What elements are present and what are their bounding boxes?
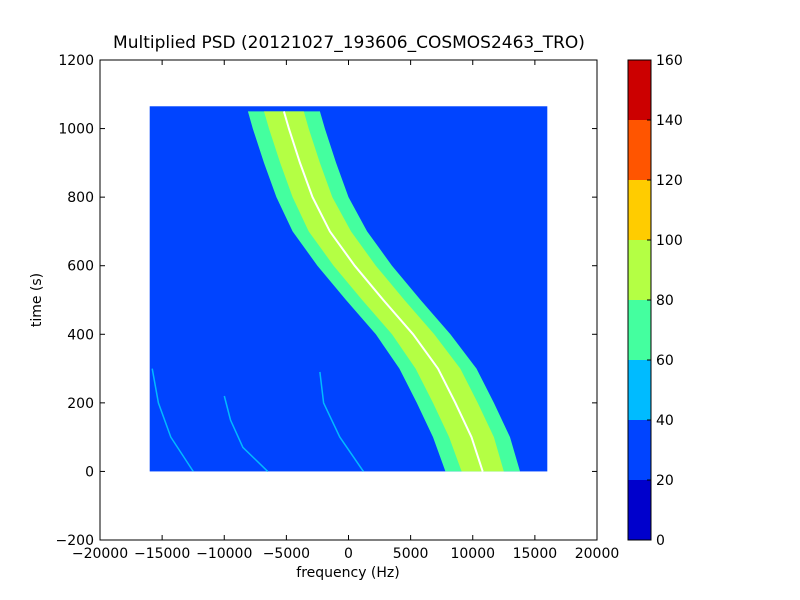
y-tick-label: −200	[56, 533, 94, 549]
faint-arc-3	[319, 371, 365, 472]
colorbar-tick-label: 60	[656, 353, 674, 369]
colorbar-segment-3	[628, 300, 651, 360]
x-tick-label: 15000	[513, 546, 558, 562]
colorbar-tick-label: 120	[656, 173, 683, 189]
colorbar-segment-2	[628, 360, 651, 420]
doppler-center-trace	[282, 111, 484, 472]
x-tick-label: 10000	[450, 546, 495, 562]
y-tick-label: 1200	[58, 53, 94, 69]
colorbar-tick-label: 80	[656, 293, 674, 309]
y-axis-label: time (s)	[29, 273, 45, 327]
colorbar-tick-label: 100	[656, 233, 683, 249]
colorbar-tick-label: 0	[656, 533, 665, 549]
x-tick-label: −5000	[263, 546, 310, 562]
colorbar-tick-label: 160	[656, 53, 683, 69]
y-tick-label: 200	[67, 396, 94, 412]
colorbar-segment-5	[628, 180, 651, 240]
colorbar-tick-label: 140	[656, 113, 683, 129]
chart-title: Multiplied PSD (20121027_193606_COSMOS24…	[113, 33, 585, 53]
colorbar-segment-0	[628, 480, 651, 540]
colorbar-tick-label: 40	[656, 413, 674, 429]
axes: −20000 −15000 −10000 −5000 0 5000 10000 15000 20…	[56, 53, 620, 562]
y-tick-label: 400	[67, 327, 94, 343]
y-tick-label: 800	[67, 190, 94, 206]
colorbar: 0 20 40 60 80 100 120 140 160	[627, 53, 683, 549]
x-tick-label: −15000	[134, 546, 190, 562]
x-tick-label: −20000	[72, 546, 128, 562]
colorbar-segment-6	[628, 120, 651, 180]
x-tick-label: −10000	[196, 546, 252, 562]
x-axis-label: frequency (Hz)	[296, 565, 399, 581]
x-tick-label: 5000	[393, 546, 429, 562]
y-tick-label: 0	[85, 464, 94, 480]
y-tick-label: 1000	[58, 122, 94, 138]
x-tick-label: 0	[344, 546, 353, 562]
x-tick-label: 20000	[575, 546, 620, 562]
faint-arc-2	[223, 395, 269, 472]
faint-arc-1	[151, 368, 194, 472]
plot-area	[149, 106, 548, 472]
y-tick-label: 600	[67, 259, 94, 275]
colorbar-segment-1	[628, 420, 651, 480]
colorbar-segment-7	[628, 60, 651, 120]
colorbar-segment-4	[628, 240, 651, 300]
colorbar-tick-label: 20	[656, 473, 674, 489]
